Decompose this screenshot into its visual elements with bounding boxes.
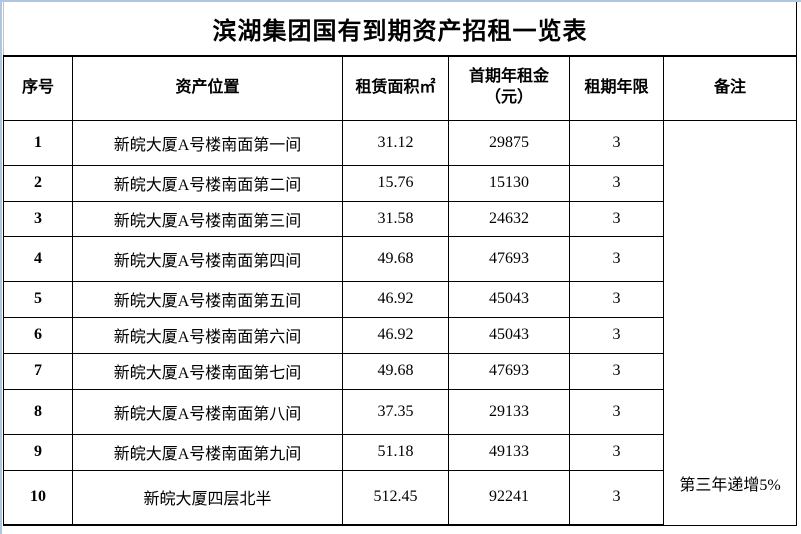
row-asset-location: 新皖大厦A号楼南面第一间 (72, 119, 343, 166)
sheet-top-gridline (0, 0, 801, 2)
row-serial-number: 4 (3, 235, 73, 282)
table-row: 3 新皖大厦A号楼南面第三间 31.58 24632 3 (3, 200, 797, 237)
row-lease-term: 3 (569, 352, 664, 390)
table-row: 4 新皖大厦A号楼南面第四间 49.68 47693 3 (3, 235, 797, 282)
row-lease-area: 31.12 (342, 119, 449, 166)
row-serial-number: 10 (3, 469, 73, 526)
header-lease-area: 租赁面积㎡ (342, 55, 449, 121)
row-first-year-rent: 49133 (448, 433, 570, 471)
row-lease-area: 512.45 (342, 469, 449, 526)
header-remarks: 备注 (662, 55, 798, 121)
row-lease-area: 49.68 (342, 235, 449, 282)
table-row: 6 新皖大厦A号楼南面第六间 46.92 45043 3 (3, 316, 797, 354)
row-lease-area: 15.76 (342, 164, 449, 202)
row-first-year-rent: 47693 (448, 352, 570, 390)
row-first-year-rent: 29875 (448, 119, 570, 166)
row-lease-area: 46.92 (342, 280, 449, 318)
asset-leasing-table: 滨湖集团国有到期资产招租一览表 序号 资产位置 租赁面积㎡ 首期年租金 （元） … (2, 2, 798, 526)
row-lease-term: 3 (569, 119, 664, 166)
table-body: 1 新皖大厦A号楼南面第一间 31.12 29875 3 第三年递增5% 2 新… (3, 119, 798, 526)
row-asset-location: 新皖大厦A号楼南面第八间 (72, 388, 343, 435)
header-row: 序号 资产位置 租赁面积㎡ 首期年租金 （元） 租期年限 备注 (3, 55, 798, 121)
table-row: 9 新皖大厦A号楼南面第九间 51.18 49133 3 (3, 433, 797, 471)
header-lease-term: 租期年限 (569, 55, 664, 121)
sheet-left-gridline (0, 0, 2, 534)
row-asset-location: 新皖大厦四层北半 (72, 469, 343, 526)
row-asset-location: 新皖大厦A号楼南面第六间 (72, 316, 343, 354)
row-first-year-rent: 29133 (448, 388, 570, 435)
row-lease-area: 49.68 (342, 352, 449, 390)
row-lease-term: 3 (569, 280, 664, 318)
row-first-year-rent: 15130 (448, 164, 570, 202)
row-first-year-rent: 45043 (448, 280, 570, 318)
table-row: 8 新皖大厦A号楼南面第八间 37.35 29133 3 (3, 388, 797, 435)
row-asset-location: 新皖大厦A号楼南面第三间 (72, 200, 343, 237)
row-serial-number: 1 (3, 119, 73, 166)
remark-cell: 第三年递增5% (662, 119, 798, 526)
row-first-year-rent: 24632 (448, 200, 570, 237)
row-asset-location: 新皖大厦A号楼南面第九间 (72, 433, 343, 471)
row-lease-term: 3 (569, 388, 664, 435)
row-asset-location: 新皖大厦A号楼南面第五间 (72, 280, 343, 318)
row-serial-number: 6 (3, 316, 73, 354)
table-row: 2 新皖大厦A号楼南面第二间 15.76 15130 3 (3, 164, 797, 202)
row-lease-term: 3 (569, 235, 664, 282)
table-row: 1 新皖大厦A号楼南面第一间 31.12 29875 3 第三年递增5% (3, 119, 798, 526)
row-asset-location: 新皖大厦A号楼南面第七间 (72, 352, 343, 390)
row-lease-term: 3 (569, 469, 664, 526)
row-lease-term: 3 (569, 433, 664, 471)
row-first-year-rent: 45043 (448, 316, 570, 354)
row-serial-number: 3 (3, 200, 73, 237)
row-lease-term: 3 (569, 200, 664, 237)
header-first-year-rent: 首期年租金 （元） (448, 55, 570, 121)
row-lease-area: 46.92 (342, 316, 449, 354)
row-first-year-rent: 47693 (448, 235, 570, 282)
title-row: 滨湖集团国有到期资产招租一览表 (2, 2, 798, 57)
row-first-year-rent: 92241 (448, 469, 570, 526)
row-serial-number: 5 (3, 280, 73, 318)
header-serial-number: 序号 (3, 55, 73, 121)
row-lease-area: 51.18 (342, 433, 449, 471)
row-lease-term: 3 (569, 316, 664, 354)
table-row: 10 新皖大厦四层北半 512.45 92241 3 (3, 469, 797, 526)
row-lease-area: 31.58 (342, 200, 449, 237)
table-row: 5 新皖大厦A号楼南面第五间 46.92 45043 3 (3, 280, 797, 318)
table-title: 滨湖集团国有到期资产招租一览表 (2, 2, 798, 57)
row-serial-number: 2 (3, 164, 73, 202)
row-asset-location: 新皖大厦A号楼南面第二间 (72, 164, 343, 202)
row-asset-location: 新皖大厦A号楼南面第四间 (72, 235, 343, 282)
row-lease-area: 37.35 (342, 388, 449, 435)
header-asset-location: 资产位置 (72, 55, 343, 121)
row-lease-term: 3 (569, 164, 664, 202)
row-serial-number: 8 (3, 388, 73, 435)
row-serial-number: 7 (3, 352, 73, 390)
row-serial-number: 9 (3, 433, 73, 471)
